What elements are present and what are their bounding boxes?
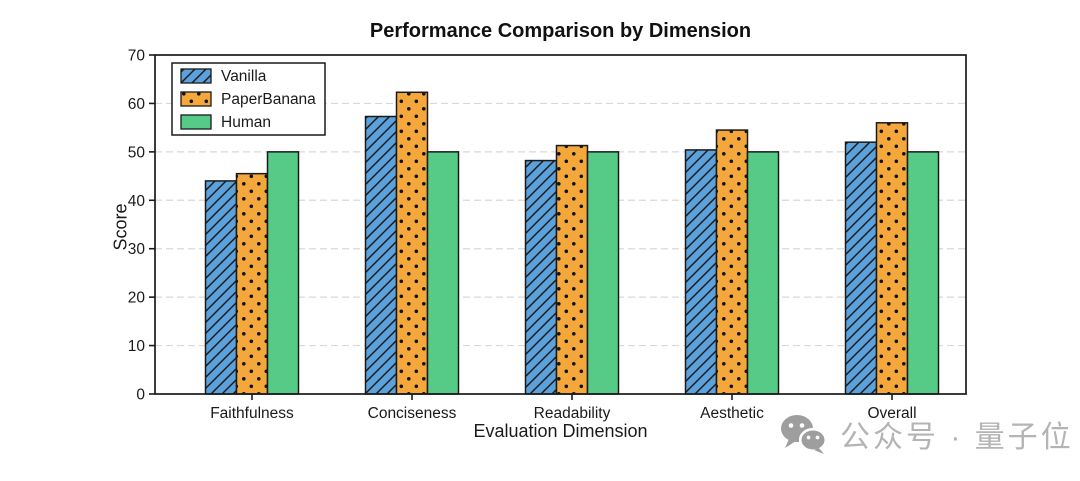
- legend-swatch-edge: [180, 91, 212, 107]
- legend-swatch-edge: [180, 68, 212, 84]
- x-tick-label-aesthetic: Aesthetic: [700, 405, 764, 422]
- bar-human-readability: [587, 151, 619, 394]
- y-tick-label: 70: [128, 48, 146, 65]
- wechat-icon: [781, 415, 828, 454]
- bar-human-conciseness: [427, 151, 459, 394]
- bar-hatch: [556, 145, 588, 394]
- legend-swatch-human: [181, 115, 211, 129]
- bar-hatch: [396, 92, 428, 394]
- x-tick-label-overall: Overall: [867, 405, 916, 422]
- y-tick-label: 40: [128, 193, 146, 210]
- legend-swatch-hatch: [181, 69, 211, 83]
- bar-human-overall: [907, 151, 939, 394]
- bar-hatch: [236, 173, 268, 394]
- y-tick-label: 20: [128, 290, 146, 307]
- watermark-text: 公众号 · 量子位: [840, 421, 1074, 454]
- legend-label-vanilla: Vanilla: [221, 68, 267, 85]
- y-tick-label: 10: [128, 338, 146, 355]
- y-tick-label: 0: [136, 387, 145, 404]
- x-tick-label-faithfulness: Faithfulness: [210, 405, 294, 422]
- x-tick-label-readability: Readability: [534, 405, 611, 422]
- axes-frame: [154, 54, 967, 395]
- bar-hatch: [876, 122, 908, 395]
- bar-human-faithfulness: [267, 151, 299, 394]
- bar-hatch: [845, 142, 877, 394]
- y-tick-label: 50: [128, 144, 146, 161]
- bar-hatch: [685, 149, 717, 394]
- y-axis-label: Score: [110, 203, 131, 251]
- x-axis-label: Evaluation Dimension: [473, 421, 648, 441]
- legend-swatch-edge: [180, 114, 212, 130]
- bar-hatch: [205, 180, 237, 394]
- bar-hatch: [365, 116, 397, 395]
- watermark: 公众号 · 量子位: [780, 412, 1074, 456]
- legend-swatch-hatch: [181, 92, 211, 106]
- chart-title: Performance Comparison by Dimension: [369, 20, 752, 42]
- legend-label-human: Human: [221, 114, 271, 131]
- legend-label-paperbanana: PaperBanana: [221, 91, 316, 108]
- bar-hatch: [525, 160, 557, 394]
- bar-hatch: [716, 130, 748, 395]
- y-tick-label: 60: [128, 96, 146, 113]
- bar-human-aesthetic: [747, 151, 779, 394]
- x-tick-label-conciseness: Conciseness: [368, 405, 457, 422]
- y-tick-label: 30: [128, 241, 146, 258]
